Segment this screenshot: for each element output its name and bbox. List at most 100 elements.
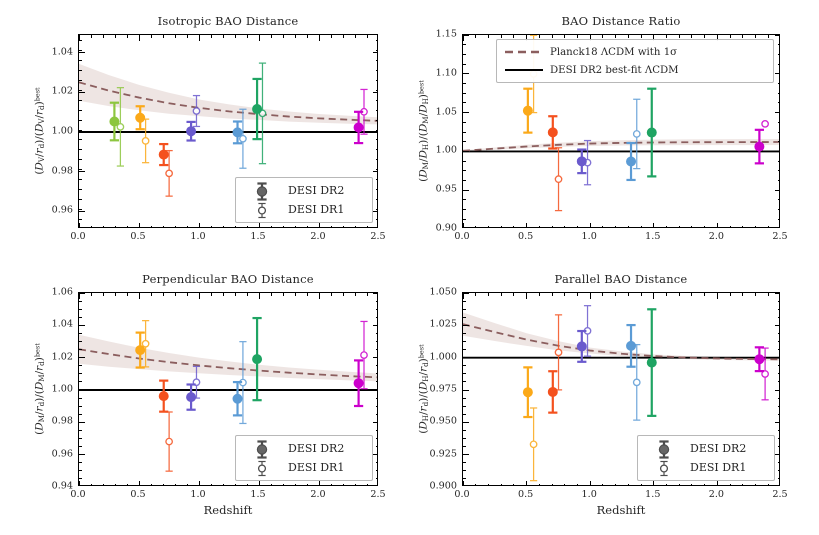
filled-marker-swatch [240,181,284,201]
ytick-minor-right [376,332,377,334]
xtick-major-top [258,293,260,299]
open-marker-swatch [240,201,284,219]
xtick-minor-top [704,293,706,296]
data-legend: DESI DR2 DESI DR1 [235,435,373,481]
xtick-minor-top [500,35,502,38]
xtick-minor-top [653,35,655,38]
legend-label: DESI DR1 [690,461,747,474]
ytick-major [463,293,469,294]
ytick-minor [463,141,466,143]
xtick-minor-top [150,35,152,38]
ytick-label: 0.975 [429,383,457,395]
ytick-minor-right [778,438,779,439]
ytick-minor [463,83,466,84]
ytick-minor-right [778,373,779,375]
xtick-minor-top [666,35,668,38]
ytick-minor [79,300,82,302]
xtick-minor-top [755,35,757,38]
ytick-minor [79,478,82,480]
xtick-major-top [198,35,200,41]
ytick-minor [79,438,82,439]
ytick-major-right [775,189,779,191]
data-point-lrg2-dr1 [165,411,173,472]
ytick-minor-right [778,199,779,201]
xtick-minor-top [678,293,680,296]
xtick-minor [691,226,693,227]
ytick-major-right [373,171,377,173]
ytick-minor [463,349,466,351]
xtick-minor-top [174,293,176,296]
ytick-label: 1.04 [51,318,73,330]
xtick-minor-top [246,293,248,296]
xtick-major-top [589,35,591,41]
planck-lcdm-curve [463,141,779,152]
xtick-minor-top [162,293,164,296]
xtick-major-top [589,293,591,299]
xtick-minor [342,226,344,227]
ytick-minor-right [376,389,377,391]
ytick-minor-right [376,446,377,448]
ytick-minor-right [376,139,377,141]
xtick-minor [526,226,528,227]
xtick-major [79,223,80,227]
planck-lcdm-curve [79,81,377,122]
xtick-minor [90,226,92,227]
xtick-minor [234,226,236,227]
xtick-minor-top [90,293,92,296]
planck-sigma-band [79,334,377,382]
data-point-qso-dr2 [646,308,657,417]
xtick-minor [174,226,176,227]
ytick-minor [463,332,466,334]
ytick-minor [79,341,82,342]
ytick-label: 1.050 [429,286,457,298]
ytick-minor-right [778,150,779,152]
xtick-minor [729,484,731,485]
xtick-major [138,223,140,227]
xtick-minor [767,226,769,227]
ytick-label: 1.05 [435,106,457,118]
xtick-minor [114,226,116,227]
data-point-lya-dr2 [754,128,765,165]
ytick-major-right [775,421,779,423]
xtick-label: 1.5 [250,231,266,242]
ytick-minor-right [376,381,377,383]
data-point-lya-dr1 [761,119,769,128]
ytick-minor-right [376,365,377,367]
ytick-label: 0.90 [435,222,457,234]
xtick-minor [79,226,80,227]
ytick-minor [79,413,82,415]
planck-sigma-band [79,63,377,125]
ytick-minor-right [376,429,377,431]
ytick-label: 0.96 [51,448,73,460]
xtick-minor-top [551,35,553,38]
ytick-minor-right [778,180,779,181]
ytick-minor [79,89,82,91]
xtick-minor [258,226,260,227]
ytick-minor-right [376,316,377,318]
open-marker-swatch [642,459,686,477]
ytick-minor [79,169,82,171]
legend-label: DESI DR2 [690,442,747,455]
ytick-major [463,421,469,423]
xtick-minor-top [126,35,128,38]
ytick-minor-right [778,63,779,65]
ytick-major-right [775,35,779,36]
xtick-minor [162,226,164,227]
xtick-minor-top [114,293,116,296]
data-point-elg2-dr1 [632,343,641,421]
ytick-label: 1.10 [435,67,457,79]
xtick-minor-top [576,35,578,38]
xtick-minor [258,484,260,485]
xtick-minor [589,484,591,485]
xtick-major [526,481,528,485]
legend-label: DESI DR2 [288,442,345,455]
filled-marker-swatch [240,439,284,459]
xtick-minor-top [538,293,540,296]
ytick-label: 1.00 [435,144,457,156]
ytick-minor [463,373,466,375]
ytick-minor-right [376,60,377,62]
xtick-minor [186,484,188,485]
ytick-major [463,150,469,152]
planck-lcdm-curve [79,348,377,379]
